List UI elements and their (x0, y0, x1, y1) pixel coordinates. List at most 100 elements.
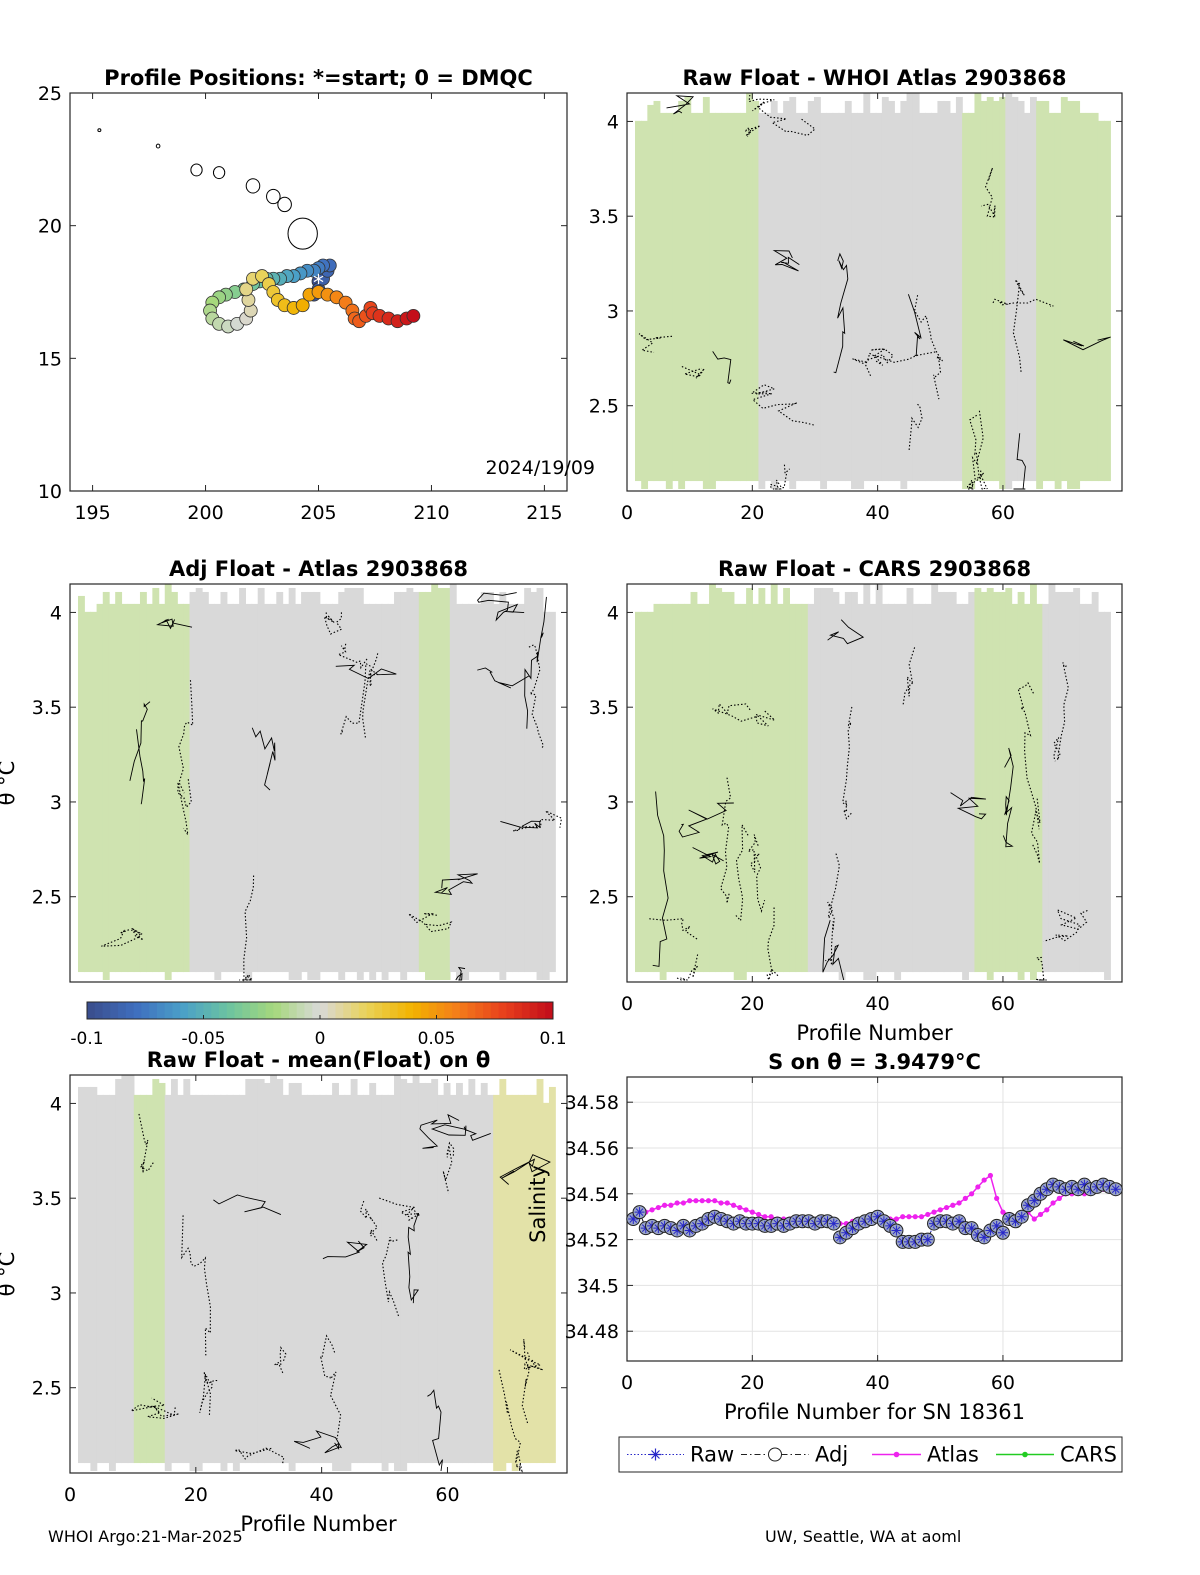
heatmap-cell (220, 591, 228, 973)
heatmap-cell (665, 112, 673, 490)
heatmap-cell (301, 1094, 308, 1464)
raw-point (1010, 1216, 1021, 1227)
heatmap-cell (90, 1086, 98, 1472)
heatmap-cell (499, 1078, 507, 1472)
raw-point (878, 1216, 889, 1227)
heatmap-cell (1036, 100, 1044, 490)
heatmap-cell (282, 603, 290, 973)
y-tick-label: 3 (607, 792, 619, 814)
heatmap-cell (517, 603, 525, 973)
heatmap-cell (894, 112, 902, 482)
mean-panel: Raw Float - mean(Float) on θ2.533.540 20 4… (0, 1048, 568, 1536)
colorbar-swatch (242, 1002, 251, 1019)
heatmap-cell (251, 603, 259, 973)
contour-line (419, 1113, 460, 1149)
heatmap-cell (325, 1094, 333, 1464)
colorbar-swatch (420, 1002, 430, 1019)
footer-left: WHOI Argo:21-Mar-2025 (48, 1527, 243, 1546)
heatmap-cell (177, 1094, 185, 1464)
heatmap-cell (820, 112, 828, 490)
contour-line (745, 125, 761, 138)
heatmap-cell (715, 112, 723, 482)
atlas-point (1044, 1207, 1050, 1213)
colorbar-swatch (304, 1002, 313, 1019)
contour-line (213, 1194, 282, 1216)
raw-point (1035, 1188, 1046, 1199)
raw-point (922, 1234, 933, 1245)
x-tick-label: 210 (413, 502, 449, 524)
atlas-point (962, 1195, 968, 1201)
heatmap-cell (955, 603, 963, 973)
raw-point (979, 1232, 990, 1243)
heatmap-cell (789, 603, 797, 973)
colorbar-swatch (475, 1002, 484, 1019)
y-tick-label: 4 (50, 1093, 62, 1115)
heatmap-cell (894, 603, 902, 981)
heatmap-cell (925, 603, 932, 973)
colorbar-swatch (288, 1002, 298, 1019)
heatmap-cell (319, 603, 327, 973)
raw-point (841, 1227, 852, 1238)
heatmap-cell (659, 112, 667, 482)
heatmap-cell (536, 1078, 544, 1464)
heatmap-cell (764, 112, 772, 482)
x-tick-label: 40 (866, 502, 890, 524)
heatmap-cell (875, 584, 883, 973)
colorbar-swatch (467, 1002, 476, 1019)
contour-line (827, 619, 865, 645)
heatmap-cell (752, 100, 760, 482)
y-tick-label: 3.5 (589, 206, 619, 228)
atlas-point (661, 1202, 668, 1208)
x-tick-label: 20 (184, 1484, 208, 1506)
raw-point (697, 1218, 708, 1229)
contour-line (320, 1334, 342, 1439)
heatmap-cell (96, 603, 104, 973)
heatmap-cell (949, 591, 957, 973)
raw-point (1110, 1184, 1121, 1195)
heatmap-cell (394, 1075, 401, 1472)
colorbar-swatch (296, 1002, 305, 1019)
heatmap-cell (715, 587, 723, 973)
heatmap-cell (795, 112, 803, 482)
heatmap-cell (702, 603, 710, 973)
heatmap-cell (875, 112, 883, 482)
adj-title: Adj Float - Atlas 2903868 (169, 557, 468, 581)
atlas-point (737, 1204, 743, 1211)
contour-line (199, 1371, 218, 1416)
colorbar-swatch (195, 1002, 204, 1019)
colorbar-swatch (149, 1002, 158, 1019)
heatmap-cell (739, 112, 747, 482)
atlas-point (718, 1200, 724, 1206)
colorbar-swatch (312, 1002, 321, 1019)
salinity-legend: Raw Adj Atlas CARS (618, 1436, 1123, 1473)
heatmap-cell (807, 100, 815, 482)
y-tick-label: 10 (38, 481, 62, 503)
contour-line (498, 1369, 523, 1473)
raw-point (1016, 1211, 1027, 1222)
heatmap-cell (356, 587, 364, 981)
heatmap-cell (406, 587, 414, 973)
heatmap-cell (152, 1078, 160, 1464)
heatmap-cell (999, 96, 1007, 490)
island-outline-0 (97, 128, 102, 133)
axes-frame (69, 583, 568, 983)
heatmap-cell (170, 591, 178, 973)
colorbar-swatch (164, 1002, 173, 1019)
heatmap-cell (826, 587, 834, 973)
heatmap-cell (369, 603, 377, 981)
heatmap-cell (195, 1094, 203, 1472)
heatmap-cell (863, 584, 871, 981)
legend-raw-marker (649, 1448, 662, 1461)
heatmap-cell (696, 112, 704, 482)
colorbar-tick-label: 0 (315, 1029, 326, 1049)
y-tick-label: 3 (607, 301, 619, 323)
heatmap-cell (931, 112, 939, 482)
heatmap-cell (121, 603, 129, 973)
heatmap-cell (962, 603, 969, 981)
heatmap-cell (832, 591, 840, 973)
raw-point (634, 1207, 645, 1218)
atlas-point (674, 1200, 680, 1206)
heatmap-cell (468, 1078, 476, 1464)
heatmap-cell (431, 584, 439, 981)
